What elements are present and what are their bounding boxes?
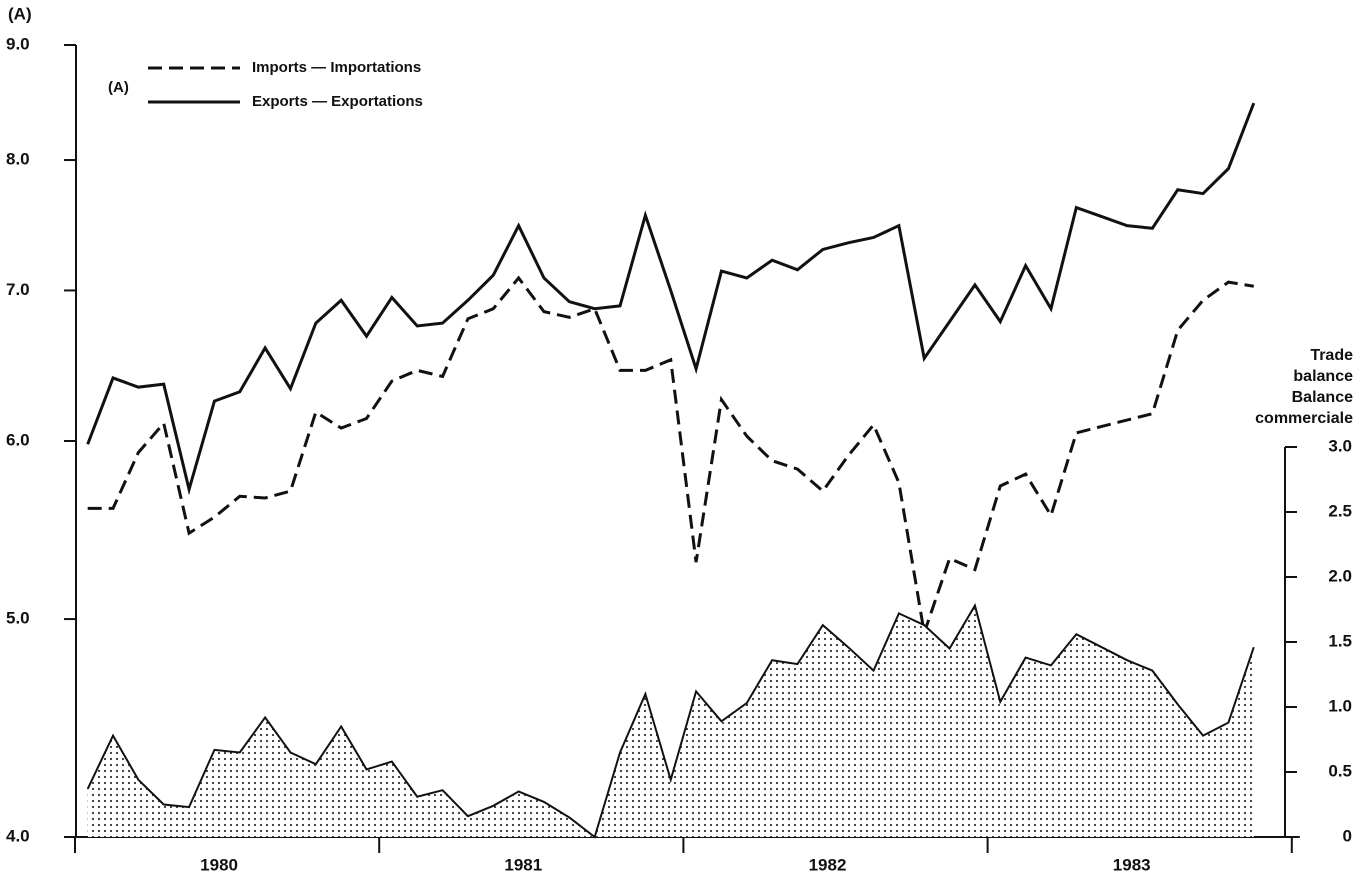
y-tick-label: 9.0: [6, 34, 30, 53]
series-line: [87, 275, 1255, 634]
balance-line: [86, 603, 1255, 839]
y-tick-label: 8.0: [6, 150, 30, 169]
y2-tick-label: 0.5: [1328, 761, 1352, 780]
y2-tick-label: 0: [1343, 826, 1352, 845]
y-axis-unit: (A): [8, 4, 32, 23]
x-tick-label: 1980: [200, 855, 238, 874]
x-tick-label: 1983: [1113, 855, 1151, 874]
y-tick-label: 5.0: [6, 609, 30, 628]
legend-label: Exports — Exportations: [252, 93, 423, 110]
y2-tick-label: 1.0: [1328, 696, 1352, 715]
y2-axis-title: commerciale: [1255, 410, 1353, 427]
series-line: [86, 102, 1256, 496]
y2-tick-label: 1.5: [1328, 631, 1352, 650]
y-tick-label: 7.0: [6, 280, 30, 299]
y2-tick-label: 3.0: [1328, 436, 1352, 455]
y2-axis-title: Trade: [1310, 347, 1353, 364]
y2-axis-title: balance: [1293, 368, 1353, 385]
x-tick-label: 1982: [809, 855, 847, 874]
y2-axis-title: Balance: [1292, 389, 1353, 406]
y2-tick-label: 2.0: [1328, 566, 1352, 585]
legend-label: Imports — Importations: [252, 59, 421, 76]
x-tick-label: 1981: [504, 855, 542, 874]
legend-unit: (A): [108, 79, 129, 96]
y2-tick-label: 2.5: [1328, 501, 1352, 520]
y-tick-label: 4.0: [6, 826, 30, 845]
y-tick-label: 6.0: [6, 430, 30, 449]
balance-area-fill: [87, 605, 1254, 837]
